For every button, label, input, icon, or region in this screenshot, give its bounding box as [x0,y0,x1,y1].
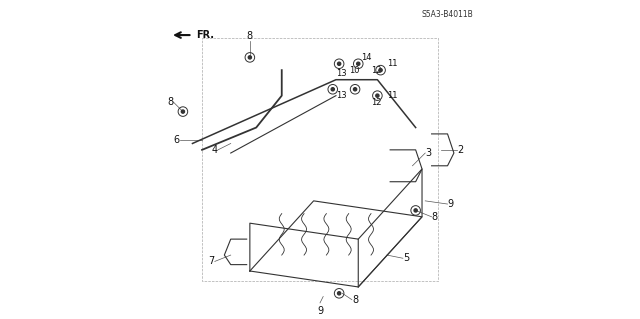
Circle shape [337,292,340,295]
Text: 7: 7 [209,256,215,266]
Text: 11: 11 [387,91,397,100]
Text: 4: 4 [212,145,218,155]
Circle shape [181,110,184,113]
Text: 10: 10 [349,66,359,75]
Text: 5: 5 [403,253,409,263]
Text: S5A3-B4011B: S5A3-B4011B [421,10,473,19]
Circle shape [414,209,417,212]
Text: 12: 12 [371,98,381,107]
Text: 12: 12 [371,66,381,75]
Circle shape [356,62,360,65]
Text: 8: 8 [247,32,253,41]
Text: 8: 8 [167,97,173,107]
Text: 2: 2 [457,145,463,155]
Text: 9: 9 [317,306,323,316]
Text: 8: 8 [431,212,438,222]
Circle shape [331,88,334,91]
Text: 6: 6 [173,135,180,145]
Text: 11: 11 [387,59,397,68]
Text: 3: 3 [425,148,431,158]
Text: FR.: FR. [196,30,214,40]
Circle shape [337,62,340,65]
Text: 9: 9 [447,199,454,209]
Text: 8: 8 [352,295,358,305]
Circle shape [376,94,379,97]
Circle shape [353,88,356,91]
Text: 13: 13 [336,69,347,78]
Text: 13: 13 [336,91,347,100]
Circle shape [379,69,382,72]
Text: 14: 14 [362,53,372,62]
Circle shape [248,56,252,59]
